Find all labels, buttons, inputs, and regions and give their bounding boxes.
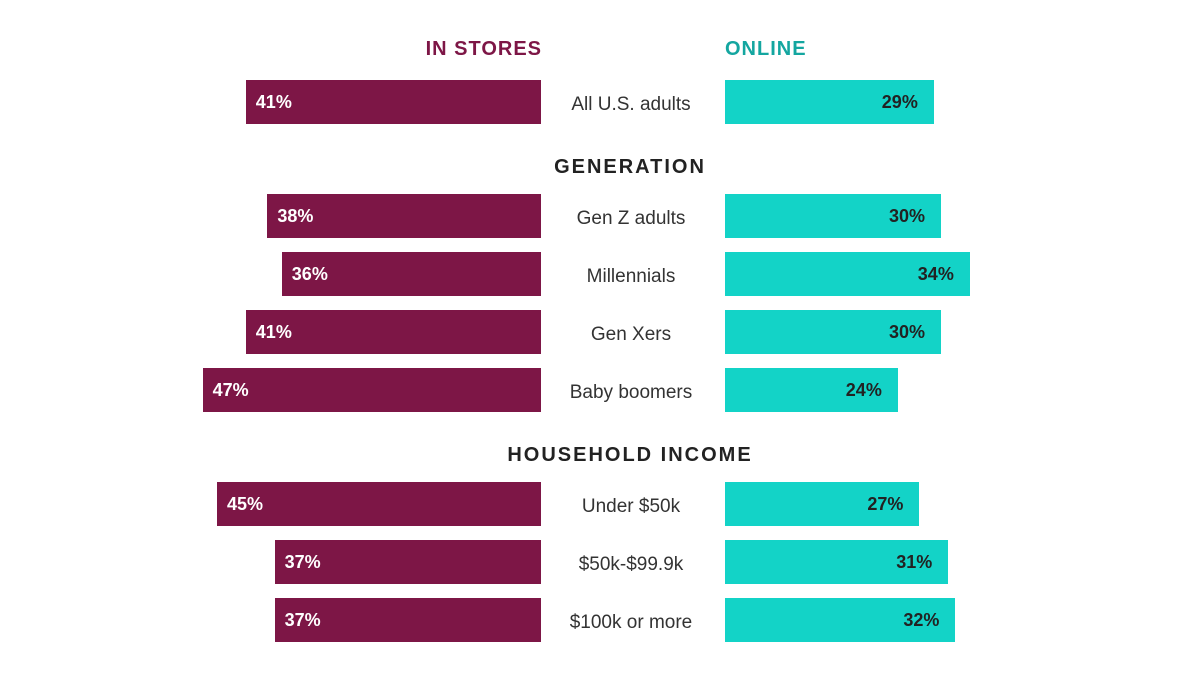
category-label: Gen Xers: [590, 324, 672, 345]
bar-online-value: 31%: [896, 552, 933, 572]
bar-in-stores: [245, 80, 541, 124]
bar-online: [725, 482, 920, 526]
bar-in-stores-value: 41%: [255, 322, 292, 342]
bar-online-value: 29%: [881, 92, 918, 112]
bar-in-stores-value: 45%: [227, 494, 264, 514]
bar-in-stores-value: 38%: [277, 206, 314, 226]
bar-in-stores: [245, 310, 541, 354]
bar-in-stores-value: 37%: [284, 552, 321, 572]
category-label: All U.S. adults: [571, 94, 691, 115]
category-label: Gen Z adults: [576, 208, 686, 229]
bar-in-stores: [274, 598, 541, 642]
bar-online: [725, 598, 956, 642]
bar-in-stores-value: 37%: [284, 610, 321, 630]
bar-in-stores: [281, 252, 541, 296]
bar-online-value: 27%: [867, 494, 904, 514]
bar-online: [725, 80, 934, 124]
bar-in-stores: [274, 540, 541, 584]
section-title: GENERATION: [554, 156, 706, 178]
bar-online: [725, 368, 898, 412]
bar-in-stores-value: 41%: [255, 92, 292, 112]
bar-online-value: 32%: [903, 610, 940, 630]
legend-online: ONLINE: [725, 38, 807, 60]
bar-online-value: 24%: [845, 380, 882, 400]
category-label: $100k or more: [569, 612, 693, 633]
category-label: Millennials: [586, 266, 676, 287]
category-label: Under $50k: [581, 496, 681, 517]
bar-online: [725, 540, 949, 584]
bar-in-stores-value: 36%: [291, 264, 328, 284]
category-label: Baby boomers: [569, 382, 693, 403]
bar-online-value: 30%: [889, 206, 926, 226]
bar-in-stores: [267, 194, 541, 238]
category-label: $50k-$99.9k: [578, 554, 684, 575]
legend-in-stores: IN STORES: [425, 38, 542, 60]
bar-online-value: 34%: [917, 264, 954, 284]
bar-online: [725, 252, 970, 296]
bar-in-stores: [202, 368, 541, 412]
bar-online: [725, 310, 941, 354]
bar-online: [725, 194, 941, 238]
bar-in-stores: [217, 482, 541, 526]
bar-online-value: 30%: [889, 322, 926, 342]
bar-in-stores-value: 47%: [212, 380, 249, 400]
section-title: HOUSEHOLD INCOME: [507, 444, 753, 466]
